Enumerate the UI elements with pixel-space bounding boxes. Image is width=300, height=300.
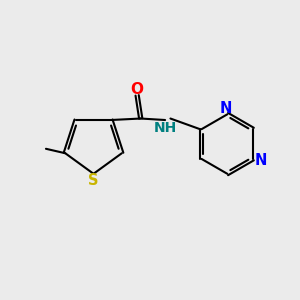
Text: NH: NH: [154, 121, 177, 135]
Text: N: N: [254, 153, 267, 168]
Text: O: O: [131, 82, 144, 98]
Text: S: S: [88, 173, 99, 188]
Text: N: N: [220, 101, 232, 116]
